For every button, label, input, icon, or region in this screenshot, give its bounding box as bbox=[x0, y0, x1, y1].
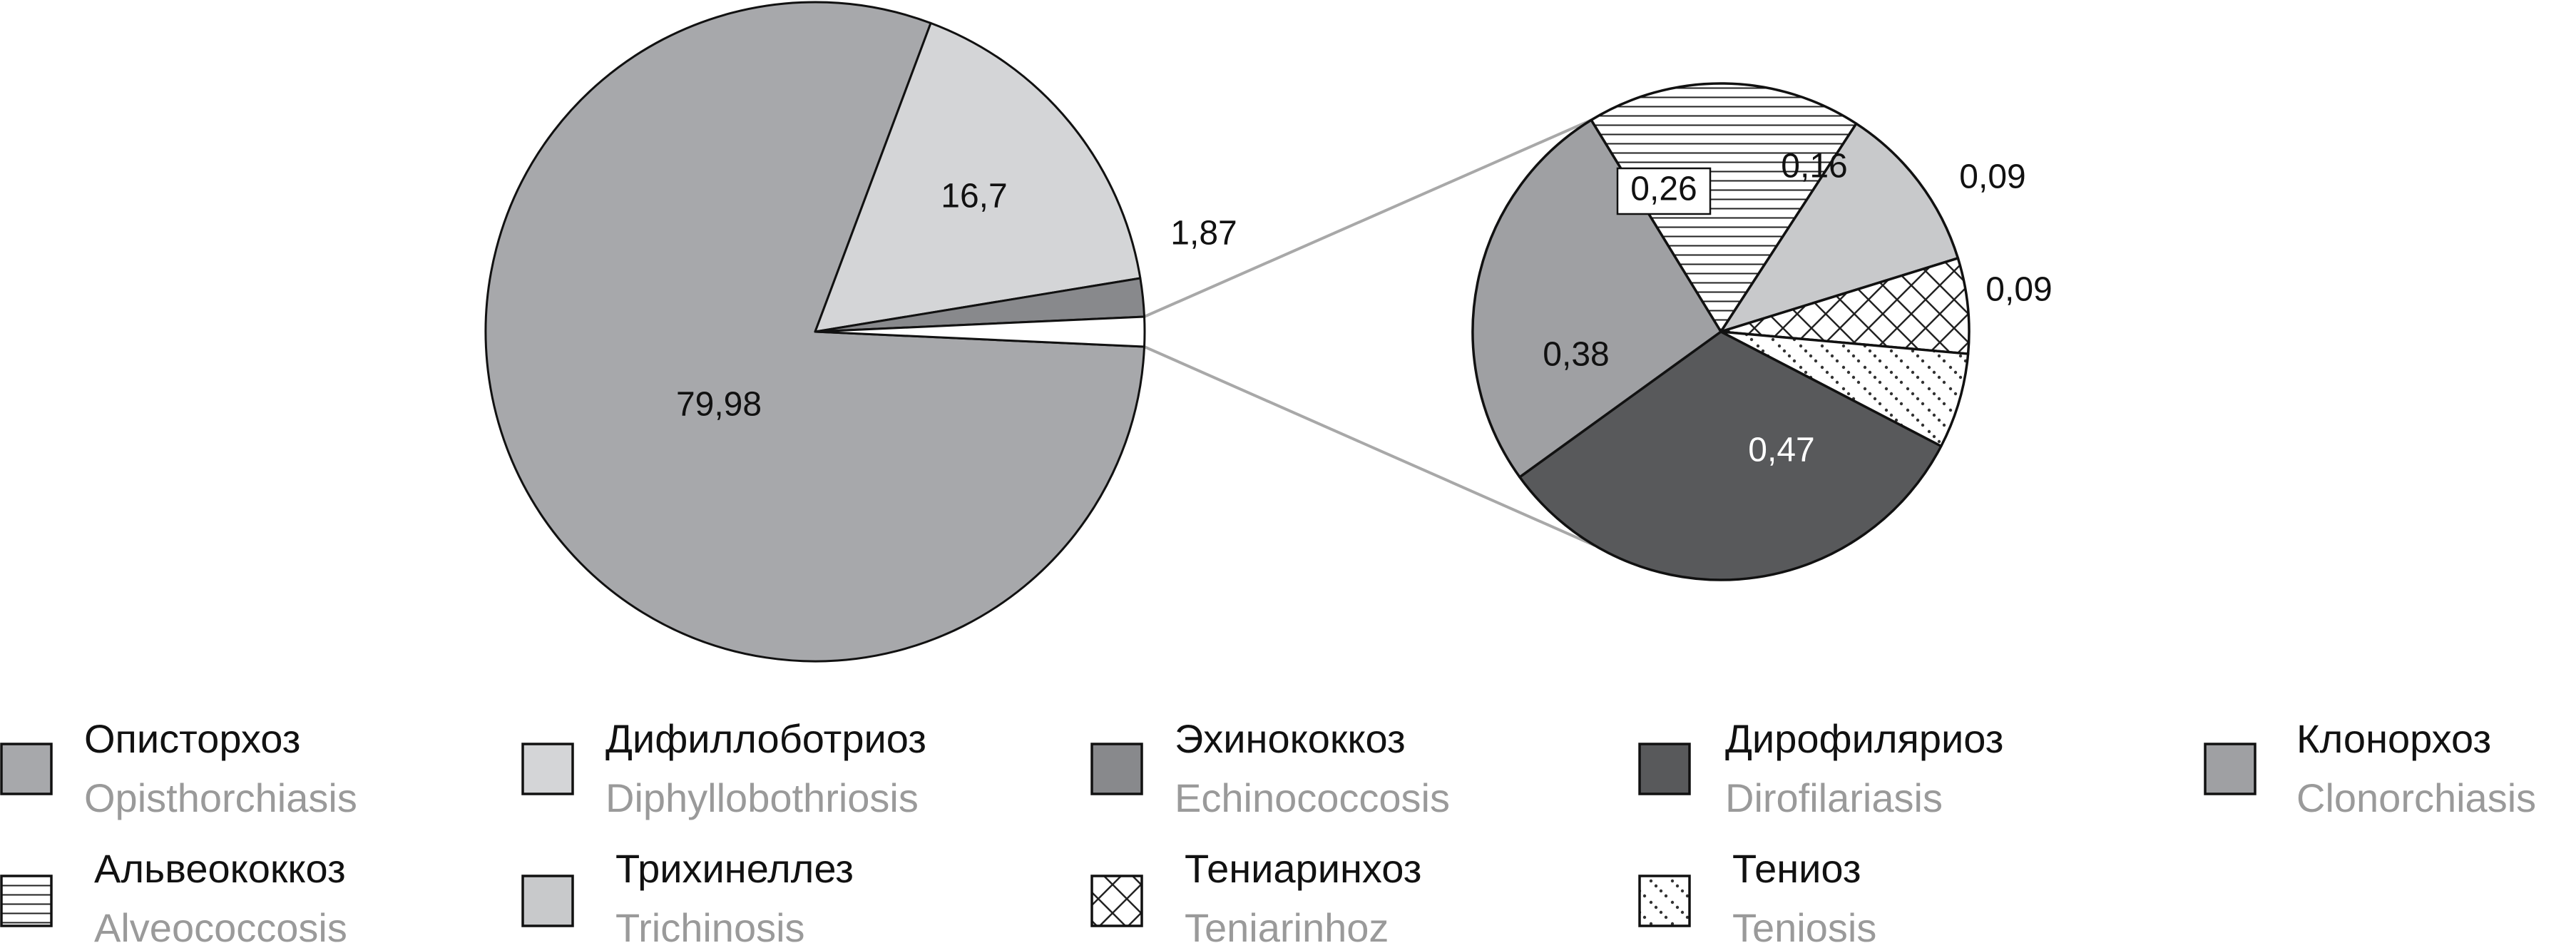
legend-swatch-diphyllobothriosis bbox=[521, 743, 574, 795]
legend-item-clonorchiasis: Клонорхоз Clonorchiasis bbox=[2204, 716, 2536, 820]
detail-label-clonorchiasis: 0,38 bbox=[1543, 336, 1609, 374]
legend-label-ru-alveococcosis: Альвеококкоз bbox=[94, 846, 346, 891]
legend-item-teniarinhoz: Тениаринхоз Teniarinhoz bbox=[1090, 846, 1421, 948]
legend-label-ru-dirofilariasis: Дирофиляриоз bbox=[1725, 716, 2003, 761]
legend-label-en-teniosis: Teniosis bbox=[1732, 905, 1876, 948]
legend-swatch-teniosis bbox=[1638, 875, 1691, 927]
detail-slice-alveococcosis bbox=[1590, 82, 1858, 333]
legend-swatch-dirofilariasis bbox=[1638, 743, 1691, 795]
legend-swatch-teniarinhoz bbox=[1090, 875, 1143, 927]
legend-swatch-trichinosis bbox=[521, 875, 574, 927]
legend-item-dirofilariasis: Дирофиляриоз Dirofilariasis bbox=[1638, 716, 2003, 820]
detail-label-teniarinhoz: 0,09 bbox=[1959, 158, 2025, 196]
main-slice-other bbox=[814, 315, 1146, 348]
detail-slice-dirofilariasis bbox=[1518, 330, 1943, 581]
legend-label-ru-teniarinhoz: Тениаринхоз bbox=[1185, 846, 1421, 891]
legend-label-en-teniarinhoz: Teniarinhoz bbox=[1185, 905, 1389, 948]
legend-label-en-alveococcosis: Alveococcosis bbox=[94, 905, 347, 948]
main-label-echinococcosis: 1,87 bbox=[1170, 215, 1237, 253]
main-label-opisthorchiasis: 79,98 bbox=[676, 386, 762, 424]
legend-label-ru-trichinosis: Трихинеллез bbox=[615, 846, 854, 891]
detail-label-dirofilariasis: 0,47 bbox=[1748, 432, 1814, 469]
legend-label-ru-opisthorchiasis: Описторхоз bbox=[84, 716, 300, 761]
legend-label-en-diphyllobothriosis: Diphyllobothriosis bbox=[605, 775, 919, 820]
detail-label-trichinosis: 0,16 bbox=[1781, 148, 1847, 185]
detail-label-box-alveococcosis bbox=[1616, 167, 1712, 215]
legend-item-teniosis: Тениоз Teniosis bbox=[1638, 846, 1876, 948]
legend-item-opisthorchiasis: Описторхоз Opisthorchiasis bbox=[0, 716, 357, 820]
legend-label-en-trichinosis: Trichinosis bbox=[615, 905, 805, 948]
main-label-diphyllobothriosis: 16,7 bbox=[941, 178, 1007, 215]
connector-lines bbox=[1143, 118, 1596, 547]
legend-label-en-opisthorchiasis: Opisthorchiasis bbox=[84, 775, 357, 820]
legend-label-en-echinococcosis: Echinococcosis bbox=[1175, 775, 1450, 820]
detail-pie: 0,26 0,16 0,09 0,09 0,47 0,38 bbox=[1471, 82, 2053, 581]
legend-swatch-echinococcosis bbox=[1090, 743, 1143, 795]
legend-label-ru-clonorchiasis: Клонорхоз bbox=[2296, 716, 2491, 761]
legend: Описторхоз Opisthorchiasis Дифиллоботриоз D… bbox=[0, 716, 2536, 948]
legend-item-diphyllobothriosis: Дифиллоботриоз Diphyllobothriosis bbox=[521, 716, 926, 820]
connector-line-bottom bbox=[1143, 345, 1596, 547]
detail-label-alveococcosis: 0,26 bbox=[1630, 170, 1697, 208]
legend-label-en-clonorchiasis: Clonorchiasis bbox=[2296, 775, 2536, 820]
detail-slice-clonorchiasis bbox=[1471, 118, 1722, 479]
main-slice-diphyllobothriosis bbox=[814, 21, 1142, 333]
legend-label-ru-teniosis: Тениоз bbox=[1732, 846, 1861, 891]
legend-swatch-alveococcosis bbox=[0, 875, 53, 927]
detail-slice-teniosis bbox=[1719, 330, 1970, 448]
main-pie: 79,98 16,7 1,87 bbox=[484, 1, 1237, 663]
legend-item-echinococcosis: Эхинококкоз Echinococcosis bbox=[1090, 716, 1450, 820]
connector-line-top bbox=[1143, 118, 1592, 318]
legend-label-ru-diphyllobothriosis: Дифиллоботриоз bbox=[605, 716, 926, 761]
detail-slice-trichinosis bbox=[1719, 122, 1960, 333]
legend-swatch-opisthorchiasis bbox=[0, 743, 53, 795]
legend-item-trichinosis: Трихинеллез Trichinosis bbox=[521, 846, 854, 948]
detail-label-teniosis: 0,09 bbox=[1985, 271, 2052, 309]
legend-label-ru-echinococcosis: Эхинококкоз bbox=[1175, 716, 1406, 761]
legend-item-alveococcosis: Альвеококкоз Alveococcosis bbox=[0, 846, 347, 948]
legend-label-en-dirofilariasis: Dirofilariasis bbox=[1725, 775, 1943, 820]
legend-swatch-clonorchiasis bbox=[2204, 743, 2256, 795]
detail-slice-teniarinhoz bbox=[1719, 257, 1971, 355]
